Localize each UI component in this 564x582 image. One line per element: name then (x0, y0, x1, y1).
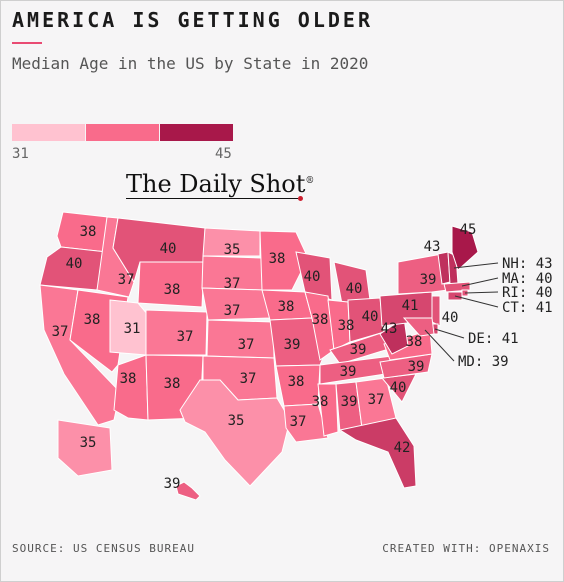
state-tx (179, 379, 291, 487)
state-value-label-mo: 39 (284, 337, 301, 353)
state-value-label-ne: 37 (224, 303, 241, 319)
state-value-label-nv: 38 (84, 312, 101, 328)
state-me (451, 225, 479, 271)
callout-label-md: MD: 39 (458, 354, 509, 370)
state-value-label-ky: 39 (350, 342, 367, 358)
state-value-label-nd: 35 (224, 242, 241, 258)
state-value-label-mt: 40 (160, 241, 177, 257)
state-value-label-id: 37 (118, 272, 135, 288)
state-ms (317, 383, 339, 437)
legend-swatch-low (12, 124, 85, 141)
state-value-label-sc: 40 (390, 380, 407, 396)
state-value-label-sd: 37 (224, 276, 241, 292)
state-nj (431, 295, 441, 327)
callout-label-nh: NH: 43 (502, 256, 553, 272)
state-il (304, 291, 335, 361)
state-value-label-nm: 38 (164, 376, 181, 392)
state-value-label-wv: 43 (381, 321, 398, 337)
legend-min-label: 31 (12, 146, 29, 162)
state-value-label-ks: 37 (238, 337, 255, 353)
logo-underline (126, 198, 298, 199)
state-value-label-fl: 42 (394, 440, 411, 456)
logo-dot (298, 196, 303, 201)
state-hi (175, 481, 201, 500)
state-value-label-nc: 39 (408, 359, 425, 375)
state-nd (202, 227, 261, 257)
state-value-label-ar: 38 (288, 374, 305, 390)
state-value-label-vt: 43 (424, 239, 441, 255)
state-wy (137, 261, 205, 308)
state-value-label-mi: 40 (346, 281, 363, 297)
state-value-label-ia: 38 (278, 299, 295, 315)
state-value-label-or: 40 (66, 256, 83, 272)
state-value-label-tn: 39 (340, 364, 357, 380)
chart-subtitle: Median Age in the US by State in 2020 (12, 54, 369, 73)
logo-text: The Daily Shot (126, 170, 306, 198)
state-value-label-pa: 41 (402, 298, 419, 314)
state-co (145, 309, 208, 356)
leader-line-md (424, 329, 455, 362)
leader-line-ma (461, 277, 499, 287)
state-value-label-wy: 38 (164, 282, 181, 298)
source-note: SOURCE: US CENSUS BUREAU (12, 542, 195, 555)
state-value-label-ny: 39 (420, 272, 437, 288)
state-value-label-ms: 38 (312, 394, 329, 410)
state-ny (397, 253, 449, 295)
logo-mark: ® (305, 176, 315, 186)
state-value-label-nj: 40 (442, 310, 459, 326)
legend-swatch-mid (86, 124, 159, 141)
state-or (39, 246, 108, 291)
created-with-note: CREATED WITH: OPENAXIS (382, 542, 550, 555)
state-value-label-la: 37 (290, 414, 307, 430)
leader-line-de (434, 328, 465, 339)
state-value-label-me: 45 (460, 222, 477, 238)
state-az (113, 354, 149, 421)
callout-label-ma: MA: 40 (502, 271, 553, 287)
state-value-label-il: 38 (312, 312, 329, 328)
state-fl (338, 417, 417, 489)
state-value-label-ca: 37 (52, 324, 69, 340)
state-value-label-hi: 39 (164, 476, 181, 492)
callout-label-de: DE: 41 (468, 331, 519, 347)
chart-title: AMERICA IS GETTING OLDER (12, 8, 373, 32)
state-value-label-wa: 38 (80, 224, 97, 240)
state-value-label-oh: 40 (362, 309, 379, 325)
state-mn (259, 230, 309, 291)
state-value-label-ak: 35 (80, 435, 97, 451)
callout-label-ct: CT: 41 (502, 300, 553, 316)
legend-swatch-high (160, 124, 233, 141)
state-value-label-mn: 38 (269, 251, 286, 267)
daily-shot-logo: The Daily Shot® (126, 170, 314, 198)
state-la (283, 403, 329, 443)
leader-line-ri (464, 291, 499, 294)
title-underline (12, 42, 42, 44)
state-value-label-ga: 37 (368, 392, 385, 408)
state-value-label-ok: 37 (240, 371, 257, 387)
state-value-label-co: 37 (177, 329, 194, 345)
state-value-label-al: 39 (341, 394, 358, 410)
us-state-map: 38 40 37 37 38 40 38 31 38 37 38 35 37 37 37 37 35 38 38 39… (39, 211, 553, 500)
leader-line-ct (454, 295, 499, 308)
leader-line-nh (453, 262, 499, 269)
state-value-label-az: 38 (120, 371, 137, 387)
state-value-label-wi: 40 (304, 269, 321, 285)
callout-label-ri: RI: 40 (502, 285, 553, 301)
state-ak (57, 419, 113, 477)
state-value-label-in: 38 (338, 318, 355, 334)
legend-max-label: 45 (215, 146, 232, 162)
state-value-label-ut: 31 (124, 321, 141, 337)
state-value-label-tx: 35 (228, 413, 245, 429)
state-value-label-va: 38 (406, 334, 423, 350)
